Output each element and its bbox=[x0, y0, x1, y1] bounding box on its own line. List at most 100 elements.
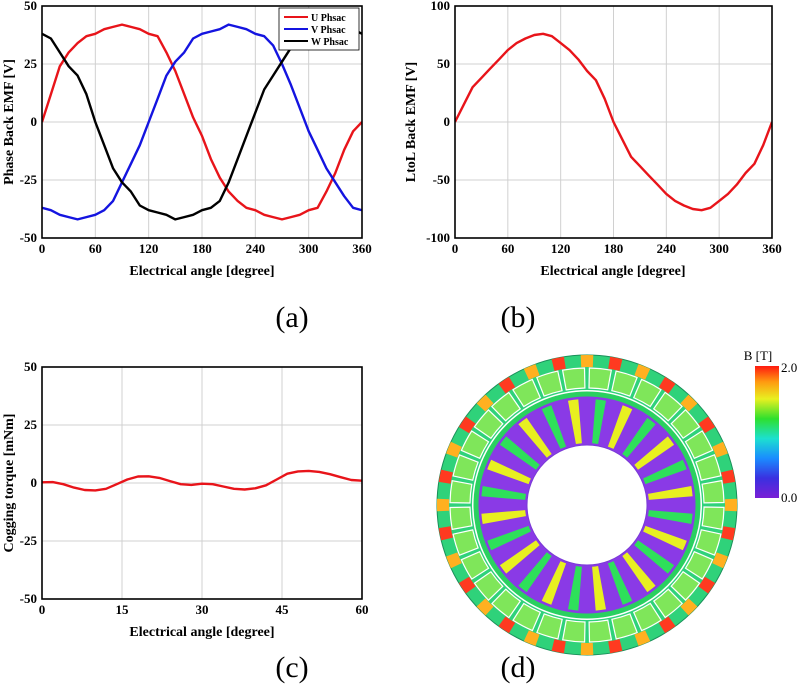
caption-a: (a) bbox=[275, 301, 308, 334]
magnet bbox=[701, 479, 725, 504]
x-axis-label: Electrical angle [degree] bbox=[540, 264, 685, 279]
magnet bbox=[449, 506, 473, 531]
y-tick-label: 25 bbox=[24, 417, 38, 432]
magnet bbox=[652, 391, 683, 422]
caption-c: (c) bbox=[275, 651, 308, 684]
series-line-1 bbox=[455, 32, 772, 212]
magnet bbox=[670, 408, 701, 440]
inner-bore-edge bbox=[526, 444, 648, 566]
stator-tooth bbox=[634, 540, 675, 574]
x-tick-label: 360 bbox=[352, 241, 372, 256]
stator-tooth bbox=[487, 525, 531, 551]
stator-tooth bbox=[568, 566, 582, 611]
colorbar-title: B [T] bbox=[744, 348, 773, 363]
stator-tooth bbox=[622, 552, 656, 593]
y-tick-label: -100 bbox=[426, 230, 450, 245]
x-tick-label: 180 bbox=[604, 241, 624, 256]
hot-spot bbox=[458, 416, 476, 434]
hot-spot bbox=[721, 469, 736, 484]
legend-box bbox=[278, 7, 360, 51]
plot-frame bbox=[41, 366, 363, 600]
stator-tooth bbox=[481, 486, 526, 500]
series-lines bbox=[42, 469, 362, 492]
stator-tooth bbox=[592, 399, 606, 444]
series-line-u-phsac bbox=[42, 23, 362, 221]
hot-spot bbox=[658, 616, 676, 634]
y-tick-label: -50 bbox=[433, 172, 450, 187]
magnet bbox=[561, 367, 586, 391]
hot-spot bbox=[608, 356, 623, 371]
hot-spot bbox=[523, 630, 540, 646]
hot-spot bbox=[698, 576, 716, 594]
stator-tooth bbox=[648, 486, 693, 500]
hot-spot bbox=[436, 498, 450, 512]
magnet bbox=[632, 602, 662, 632]
colorbar: B [T] 2.0 0.0 bbox=[744, 348, 798, 505]
magnet bbox=[588, 619, 613, 643]
inner-bore bbox=[527, 445, 647, 565]
hot-spot bbox=[438, 526, 453, 541]
stator-tooth bbox=[643, 525, 687, 551]
series-line-1 bbox=[42, 469, 362, 492]
colorbar-max-label: 2.0 bbox=[781, 360, 797, 375]
x-axis-label: Electrical angle [degree] bbox=[129, 264, 274, 279]
caption-b: (b) bbox=[501, 301, 536, 334]
plot-frame bbox=[41, 5, 363, 239]
hot-spot bbox=[724, 498, 738, 512]
hot-spot bbox=[634, 630, 651, 646]
x-axis-label: Electrical angle [degree] bbox=[129, 625, 274, 640]
stator-tooth bbox=[487, 459, 531, 485]
magnet bbox=[473, 409, 504, 440]
hot-spot bbox=[498, 376, 516, 394]
stator-tooth bbox=[541, 561, 567, 605]
magnet bbox=[611, 613, 638, 640]
y-tick-label: 0 bbox=[31, 475, 38, 490]
motor-cross-section bbox=[436, 354, 738, 656]
stator-tooth bbox=[643, 459, 687, 485]
legend-label-v: V Phsac bbox=[311, 25, 346, 36]
hot-spot bbox=[551, 356, 566, 371]
stator-tooth bbox=[499, 436, 540, 470]
hot-spot bbox=[712, 552, 728, 569]
hot-spot bbox=[438, 469, 453, 484]
stator-tooth bbox=[648, 510, 693, 524]
y-tick-label: -25 bbox=[20, 172, 38, 187]
magnet bbox=[460, 430, 490, 460]
y-axis-label: Cogging torque [mNm] bbox=[2, 414, 17, 553]
y-tick-label: -50 bbox=[20, 230, 37, 245]
hot-spot bbox=[580, 354, 594, 368]
stator-tooth bbox=[481, 510, 526, 524]
x-tick-label: 0 bbox=[39, 241, 46, 256]
stator-tooth bbox=[622, 417, 656, 458]
x-tick-label: 30 bbox=[196, 602, 209, 617]
magnet bbox=[536, 370, 563, 397]
stator-tooth bbox=[499, 540, 540, 574]
magnet bbox=[490, 391, 522, 422]
magnet bbox=[512, 378, 542, 408]
x-tick-label: 180 bbox=[192, 241, 212, 256]
magnet bbox=[460, 550, 490, 580]
stator-tooth bbox=[607, 405, 633, 449]
magnet bbox=[684, 550, 714, 580]
x-tick-label: 45 bbox=[276, 602, 290, 617]
x-tick-label: 0 bbox=[452, 241, 459, 256]
cogging-torque-chart: 0 15 30 45 60 -50 -25 0 25 50 Electrical angle [d… bbox=[2, 359, 369, 684]
y-tick-label: 50 bbox=[24, 0, 37, 13]
stator-tooth bbox=[634, 436, 675, 470]
hot-spot bbox=[446, 441, 462, 458]
magnet bbox=[536, 613, 563, 640]
hot-spot bbox=[523, 364, 540, 380]
series-lines bbox=[455, 32, 772, 212]
plot-frame bbox=[454, 5, 773, 239]
magnet bbox=[512, 602, 542, 632]
hot-spot bbox=[580, 642, 594, 656]
magnet bbox=[652, 588, 684, 619]
stator-rim bbox=[473, 391, 701, 619]
magnet bbox=[611, 370, 638, 397]
hot-spot bbox=[551, 639, 566, 654]
legend: U Phsac V Phsac W Phsac bbox=[278, 7, 360, 51]
hot-spot bbox=[446, 552, 462, 569]
hot-spot bbox=[476, 598, 494, 616]
magnet bbox=[632, 378, 662, 408]
y-tick-label: 50 bbox=[24, 359, 37, 374]
